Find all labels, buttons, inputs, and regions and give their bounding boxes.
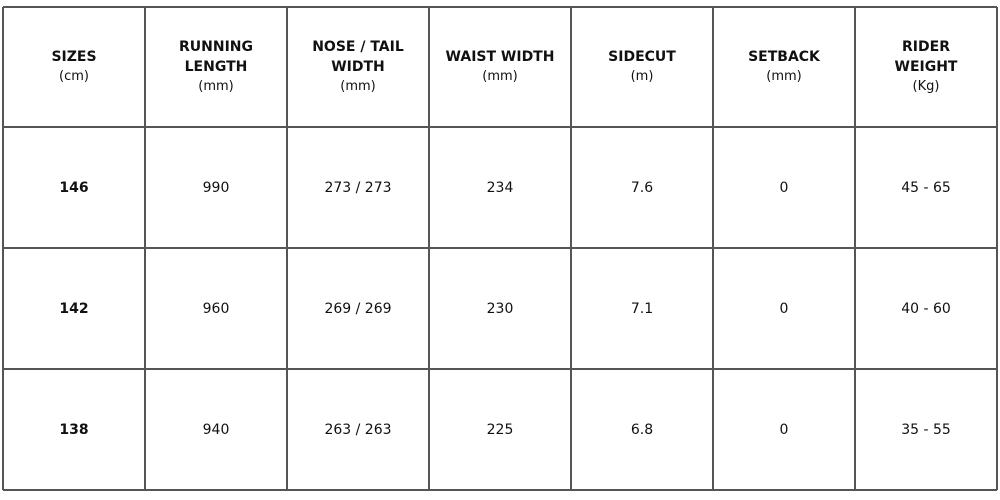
header-unit: (m) — [630, 69, 654, 84]
table-cell: 273 / 273 — [324, 179, 392, 196]
header-title: SIDECUT — [608, 49, 676, 65]
table-cell: 960 — [202, 300, 230, 317]
table-cell: 45 - 65 — [901, 179, 951, 196]
size-chart-table: SIZES (cm) RUNNING LENGTH (mm) NOSE / TAIL WID… — [3, 7, 997, 490]
table-cell: 234 — [486, 179, 514, 196]
table-cell: 7.6 — [630, 179, 654, 196]
table-cell: 0 — [779, 421, 789, 438]
header-unit: (mm) — [482, 69, 518, 84]
header-title: NOSE / TAIL — [312, 39, 404, 55]
table-cell: 225 — [486, 421, 514, 438]
header-title: LENGTH — [184, 59, 248, 75]
table-cell: 0 — [779, 300, 789, 317]
header-unit: (Kg) — [912, 79, 940, 94]
column-header: WAIST WIDTH (mm) — [429, 7, 571, 127]
table-cell: 990 — [202, 179, 230, 196]
table-cell: 40 - 60 — [901, 300, 951, 317]
column-header: SIDECUT (m) — [571, 7, 713, 127]
header-unit: (mm) — [198, 79, 234, 94]
header-title: SETBACK — [748, 49, 820, 65]
table-cell: 230 — [486, 300, 514, 317]
header-title: WAIST WIDTH — [445, 49, 555, 65]
column-header: NOSE / TAIL WIDTH (mm) — [287, 7, 429, 127]
grid-line — [3, 126, 997, 128]
grid-line — [3, 6, 997, 8]
size-cell: 146 — [59, 179, 89, 196]
grid-line — [3, 489, 997, 491]
header-title: SIZES — [51, 49, 97, 65]
size-cell: 138 — [59, 421, 89, 438]
table-cell: 7.1 — [630, 300, 654, 317]
grid-line — [3, 247, 997, 249]
size-cell: 142 — [59, 300, 89, 317]
column-header: RIDER WEIGHT (Kg) — [855, 7, 997, 127]
table-cell: 263 / 263 — [324, 421, 392, 438]
header-unit: (mm) — [340, 79, 376, 94]
column-header: SETBACK (mm) — [713, 7, 855, 127]
header-unit: (mm) — [766, 69, 802, 84]
table-cell: 6.8 — [630, 421, 654, 438]
grid-line — [3, 368, 997, 370]
column-header: RUNNING LENGTH (mm) — [145, 7, 287, 127]
table-cell: 35 - 55 — [901, 421, 951, 438]
column-header: SIZES (cm) — [3, 7, 145, 127]
table-cell: 0 — [779, 179, 789, 196]
header-unit: (cm) — [59, 69, 89, 84]
grid-line — [996, 7, 998, 490]
header-title: WIDTH — [331, 59, 385, 75]
table-cell: 269 / 269 — [324, 300, 392, 317]
header-title: RIDER — [902, 39, 950, 55]
header-title: RUNNING — [179, 39, 253, 55]
header-title: WEIGHT — [894, 59, 958, 75]
table-cell: 940 — [202, 421, 230, 438]
